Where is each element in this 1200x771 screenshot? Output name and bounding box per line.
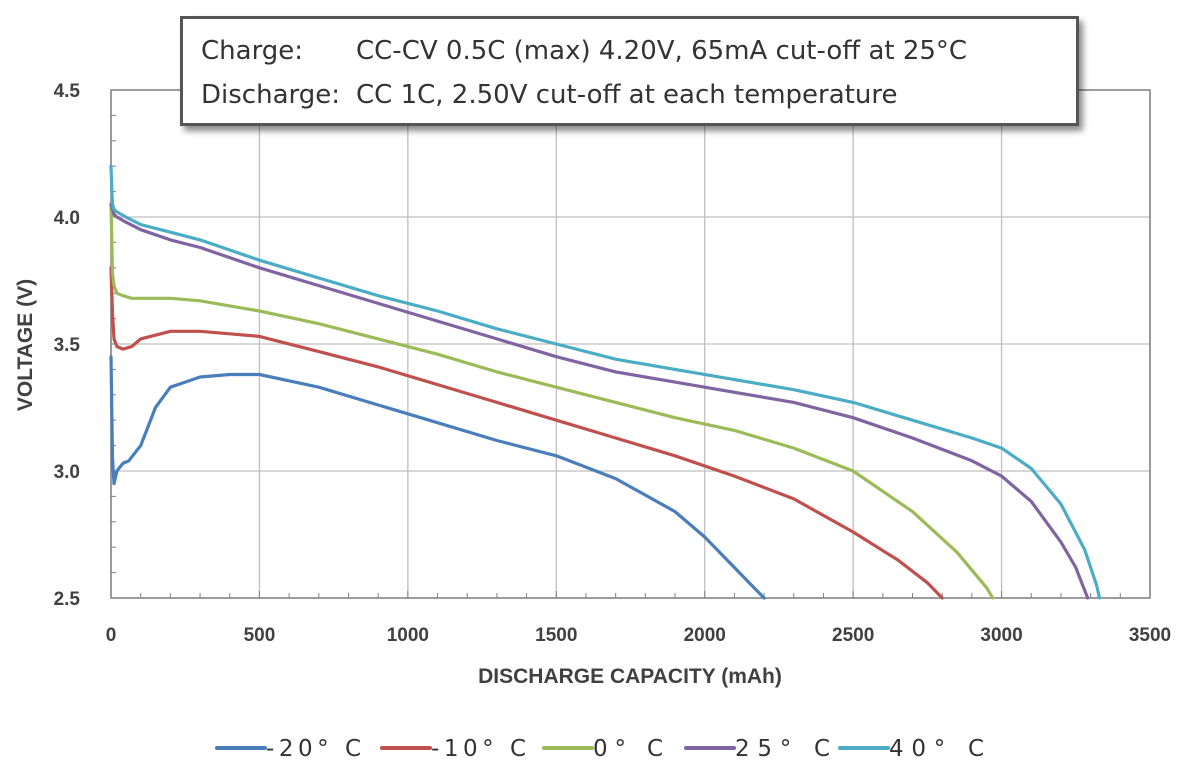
charge-condition: Charge: CC-CV 0.5C (max) 4.20V, 65mA cut-… — [201, 33, 967, 69]
x-tick-label: 1500 — [535, 625, 577, 646]
y-axis-title: VOLTAGE (V) — [14, 279, 37, 411]
x-axis-title: DISCHARGE CAPACITY (mAh) — [478, 665, 782, 688]
x-tick-label: 1000 — [387, 625, 429, 646]
legend-label: 0° C — [593, 736, 663, 762]
series-line-0C — [109, 202, 995, 600]
legend-label: 40° C — [889, 736, 984, 762]
x-tick-label: 500 — [244, 625, 276, 646]
x-tick-labels: 0 500 1000 1500 2000 2500 3000 3500 — [106, 625, 1171, 646]
x-tick-label: 2000 — [684, 625, 726, 646]
legend-label: -20° C — [266, 736, 361, 762]
x-tick-label: 2500 — [832, 625, 874, 646]
legend: -20° C -10° C 0° C 25° C 40° C — [215, 736, 984, 762]
series-line--20C — [109, 355, 766, 600]
y-tick-labels: 2.5 3.0 3.5 4.0 4.5 — [54, 81, 81, 610]
y-tick-label: 4.0 — [54, 208, 80, 229]
y-tick-label: 3.5 — [54, 335, 81, 356]
legend-label: -10° C — [431, 736, 526, 762]
grid — [110, 89, 1151, 599]
discharge-text: CC 1C, 2.50V cut-off at each temperature — [356, 80, 898, 110]
charge-label: Charge: — [201, 36, 304, 66]
y-tick-label: 3.0 — [54, 462, 80, 483]
x-tick-label: 3000 — [980, 625, 1022, 646]
y-tick-label: 2.5 — [54, 589, 81, 610]
x-tick-label: 0 — [106, 625, 117, 646]
charge-text: CC-CV 0.5C (max) 4.20V, 65mA cut-off at … — [356, 36, 968, 66]
series-line--10C — [109, 266, 944, 600]
series-line-25C — [109, 202, 1090, 600]
minor-ticks — [110, 89, 1151, 599]
legend-label: 25° C — [735, 736, 830, 762]
test-conditions-box: Charge: CC-CV 0.5C (max) 4.20V, 65mA cut-… — [180, 16, 1079, 126]
discharge-condition: Discharge: CC 1C, 2.50V cut-off at each t… — [201, 77, 897, 113]
series-line-40C — [109, 164, 1102, 600]
series-lines — [109, 164, 1102, 600]
discharge-label: Discharge: — [201, 80, 340, 110]
y-tick-label: 4.5 — [54, 81, 81, 102]
x-tick-label: 3500 — [1129, 625, 1171, 646]
